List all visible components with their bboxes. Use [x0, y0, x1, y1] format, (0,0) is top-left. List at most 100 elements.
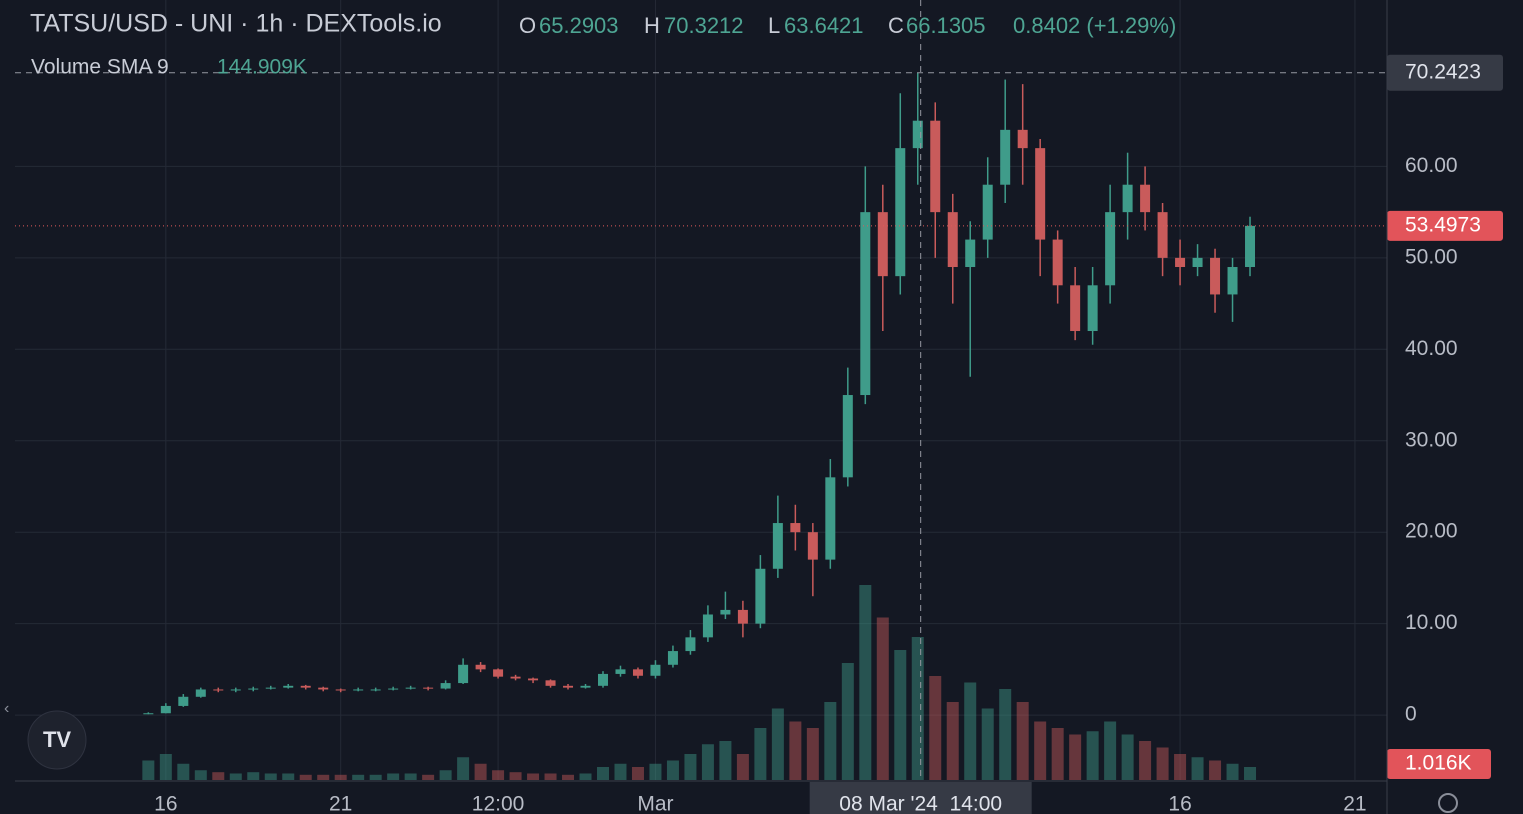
volume-bar [492, 770, 505, 780]
volume-bar [736, 754, 749, 780]
volume-bar [911, 637, 924, 780]
h-label: H [644, 13, 660, 38]
y-tick-label: 60.00 [1405, 154, 1458, 177]
candle-body [1105, 212, 1116, 286]
candle-body [160, 705, 171, 714]
candle-body [965, 239, 976, 268]
candle-body [842, 395, 853, 478]
candle-body [563, 685, 574, 688]
symbol-title: TATSU/USD - UNI · 1h · DEXTools.io [30, 10, 442, 38]
volume-bar [876, 617, 889, 780]
volume-bar [544, 773, 557, 780]
x-tick-label: 16 [154, 793, 177, 814]
tv-logo: TV [27, 710, 87, 770]
volume-bar [754, 728, 767, 780]
crosshair-y-box [1387, 54, 1503, 91]
volume-bar [1191, 757, 1204, 780]
volume-bar [719, 741, 732, 780]
o-label: O [519, 13, 536, 38]
c-label: C [888, 13, 904, 38]
candle-body [1070, 285, 1081, 332]
c-value: 66.1305 [906, 13, 986, 38]
candle-body [300, 685, 311, 688]
volume-bar [142, 760, 155, 780]
candle-body [528, 678, 539, 681]
candle-body [895, 148, 906, 277]
candle-body [1192, 257, 1203, 268]
y-tick-label: 40.00 [1405, 337, 1458, 360]
volume-bar [404, 773, 417, 780]
candle-body [1210, 257, 1221, 295]
svg-text:TV: TV [43, 727, 71, 752]
volume-bar [929, 676, 942, 780]
y-tick-label: 0 [1405, 703, 1417, 726]
candle-body [335, 689, 346, 691]
candle-body [213, 689, 224, 691]
candle-body [667, 651, 678, 665]
x-tick-label: 21 [1343, 793, 1366, 814]
x-tick-label: 16 [1168, 793, 1191, 814]
grid [15, 0, 1387, 780]
volume-bar [789, 721, 802, 780]
candle-body [440, 683, 451, 689]
volume-bar [701, 744, 714, 780]
y-tick-label: 30.00 [1405, 428, 1458, 451]
volume-bar [579, 773, 592, 780]
candle-body [982, 184, 993, 240]
settings-icon[interactable] [1438, 793, 1458, 813]
candle-body [702, 614, 713, 638]
scroll-arrow[interactable]: ‹ [4, 700, 9, 717]
candle-body [1245, 225, 1256, 268]
candle-body [807, 532, 818, 560]
volume-bar [1069, 734, 1082, 780]
candle-body [930, 120, 941, 213]
volume-bar [1104, 721, 1117, 780]
last-price-box [1387, 210, 1503, 241]
volume-bar [369, 774, 382, 780]
volume-bar [527, 773, 540, 780]
candle-body [1122, 184, 1133, 213]
candle-body [1157, 212, 1168, 258]
candle-body [1000, 129, 1011, 185]
volume-bar [457, 757, 470, 780]
volume-bar [334, 774, 347, 780]
candle-body [493, 669, 504, 677]
candle-body [947, 212, 958, 268]
volume-bar [439, 770, 452, 780]
candle-body [230, 689, 241, 691]
crosshair-x-box [809, 782, 1032, 814]
candle-body [510, 676, 521, 679]
volume-bar [264, 773, 277, 780]
candle-body [632, 669, 643, 676]
candle-body [475, 664, 486, 670]
volume-bar [806, 728, 819, 780]
y-tick-label: 10.00 [1405, 611, 1458, 634]
l-label: L [768, 13, 780, 38]
candle-body [912, 120, 923, 149]
x-tick-label: 12:00 [472, 793, 525, 814]
volume-bar [894, 650, 907, 780]
candle-body [860, 212, 871, 396]
volume-bar [317, 774, 330, 780]
volume-bar [614, 763, 627, 780]
volume-bar [841, 663, 854, 780]
candle-body [1175, 257, 1186, 268]
crosshair-x-label: 08 Mar '24 14:00 [839, 793, 1002, 814]
candle-body [580, 685, 591, 688]
candle-body [143, 713, 154, 715]
volume-label: Volume SMA 9 [31, 56, 169, 79]
candle-body [615, 669, 626, 674]
candle-body [755, 568, 766, 624]
volume-bars [142, 585, 1257, 780]
volume-bar [1051, 728, 1064, 780]
candle-body [1035, 148, 1046, 240]
volume-bar [1034, 721, 1047, 780]
volume-bar [194, 770, 207, 780]
candle-body [388, 688, 399, 690]
candle-body [458, 664, 469, 684]
y-tick-label: 50.00 [1405, 245, 1458, 268]
h-value: 70.3212 [664, 13, 744, 38]
candle-body [353, 689, 364, 691]
candle-body [1087, 285, 1098, 332]
